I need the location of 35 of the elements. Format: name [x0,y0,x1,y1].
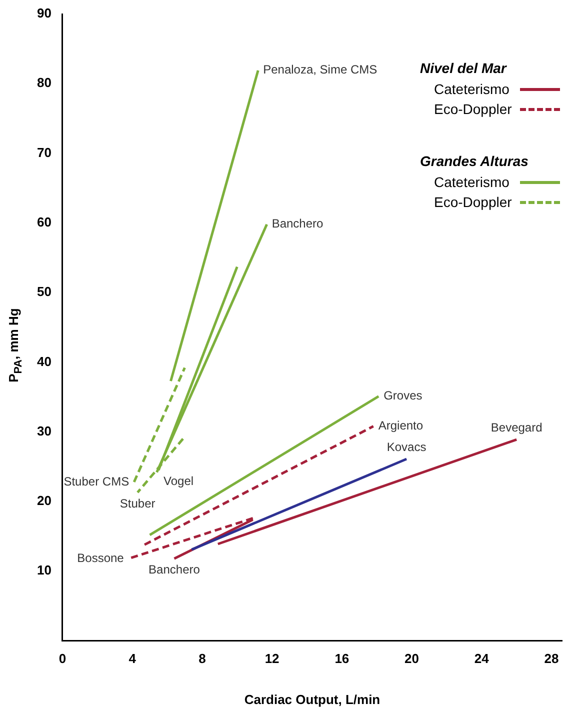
series-label: Argiento [378,418,424,433]
annotation: Nivel del Mar [420,60,508,76]
y-tick-label: 40 [36,354,52,369]
series-label: Banchero [272,216,324,231]
annotation: Eco-Doppler [434,194,513,210]
x-tick-label: 4 [128,651,137,666]
x-tick-label: 16 [334,651,350,666]
series-label: Bossone [77,550,124,565]
series-label: Vogel [164,474,194,488]
x-tick-label: 12 [264,651,280,666]
y-tick-label: 20 [36,493,52,508]
annotation: Cateterismo [434,174,510,190]
annotation: Grandes Alturas [420,153,530,169]
series-label: Stuber CMS [64,474,130,488]
x-tick-label: 0 [58,651,66,666]
annotation: Eco-Doppler [434,101,513,117]
x-axis-title: Cardiac Output, L/min [244,692,380,707]
series-label: Stuber [120,496,156,510]
y-tick-label: 80 [36,75,52,90]
series-label: Penaloza, Sime CMS [263,62,378,77]
series-label: Bevegard [490,420,542,434]
y-tick-label: 90 [36,6,52,21]
series-label: Kovacs [386,440,426,454]
series-label: Groves [384,388,422,403]
x-tick-label: 20 [404,651,420,666]
y-tick-label: 10 [36,562,52,578]
x-tick-label: 8 [198,651,206,666]
y-tick-label: 60 [36,214,52,230]
y-tick-label: 30 [36,423,52,438]
y-tick-label: 70 [36,144,52,160]
x-tick-label: 28 [544,651,559,666]
y-tick-label: 50 [36,284,52,300]
x-tick-label: 24 [474,651,490,666]
series-label: Banchero [148,562,200,576]
annotation: Cateterismo [434,81,510,97]
